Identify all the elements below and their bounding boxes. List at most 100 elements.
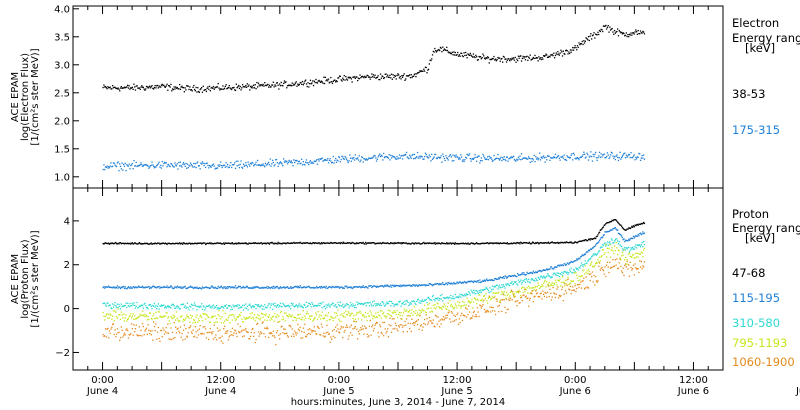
data-point (561, 276, 564, 278)
data-point (624, 247, 626, 249)
data-point (227, 305, 230, 307)
data-point (230, 88, 232, 90)
data-point (606, 28, 608, 30)
data-point (285, 332, 287, 335)
data-point (418, 328, 420, 330)
data-point (299, 82, 301, 84)
data-point (182, 339, 184, 341)
data-point (121, 305, 123, 308)
data-point (416, 284, 418, 286)
data-point (630, 227, 632, 229)
data-point (208, 242, 211, 244)
data-point (480, 299, 482, 302)
data-point (239, 242, 241, 245)
data-point (513, 295, 515, 297)
data-point (215, 334, 217, 336)
data-point (211, 333, 213, 335)
data-point (140, 162, 142, 164)
data-point (517, 242, 520, 244)
data-point (205, 243, 207, 246)
data-point (523, 157, 525, 159)
data-point (219, 318, 222, 320)
data-point (633, 154, 635, 156)
data-point (612, 259, 614, 261)
data-point (346, 287, 349, 289)
data-point (464, 293, 466, 295)
data-point (167, 85, 170, 87)
data-point (487, 288, 489, 290)
data-point (233, 306, 235, 308)
data-point (148, 167, 150, 169)
data-point (220, 88, 222, 90)
data-point (468, 280, 471, 283)
data-point (430, 320, 432, 322)
data-point (250, 87, 252, 89)
data-point (464, 315, 466, 317)
data-point (265, 313, 267, 315)
data-point (317, 158, 319, 160)
data-point (598, 231, 601, 233)
data-point (283, 328, 285, 330)
data-point (110, 286, 112, 288)
data-point (417, 314, 419, 316)
data-point (374, 316, 376, 319)
data-point (140, 314, 142, 317)
data-point (621, 255, 623, 257)
data-point (341, 313, 343, 315)
data-point (303, 286, 305, 288)
data-point (342, 326, 345, 328)
data-point (345, 286, 347, 288)
data-point (274, 302, 276, 304)
data-point (329, 158, 331, 160)
data-point (353, 286, 356, 288)
data-point (472, 281, 475, 284)
data-point (522, 55, 524, 58)
data-point (533, 272, 535, 274)
data-point (300, 162, 302, 164)
data-point (403, 303, 405, 306)
data-point (416, 314, 418, 317)
data-point (282, 165, 284, 167)
data-point (182, 303, 185, 305)
data-point (115, 87, 117, 89)
data-point (253, 335, 255, 337)
data-point (373, 327, 375, 330)
data-point (242, 242, 244, 245)
data-point (127, 337, 130, 339)
data-point (449, 282, 451, 284)
data-point (131, 287, 133, 289)
data-point (498, 301, 501, 303)
data-point (526, 158, 528, 160)
data-point (401, 242, 403, 244)
data-point (575, 267, 577, 269)
data-point (335, 306, 338, 308)
data-point (292, 303, 294, 305)
data-point (492, 288, 494, 290)
data-point (205, 166, 207, 169)
data-point (608, 230, 610, 233)
data-point (477, 299, 479, 301)
data-point (542, 242, 544, 244)
data-point (245, 242, 247, 244)
data-point (102, 286, 104, 289)
data-point (427, 242, 429, 244)
data-point (471, 317, 473, 319)
data-point (150, 317, 152, 320)
data-point (423, 68, 425, 70)
data-point (512, 291, 514, 293)
data-point (551, 268, 553, 270)
data-point (487, 309, 489, 312)
data-point (476, 291, 479, 293)
data-point (191, 286, 193, 288)
data-point (635, 225, 637, 227)
data-point (367, 287, 369, 289)
data-point (498, 304, 501, 307)
data-point (468, 154, 470, 156)
data-point (535, 57, 538, 59)
data-point (641, 241, 643, 244)
data-point (547, 274, 549, 276)
data-point (372, 156, 375, 158)
data-point (563, 52, 565, 55)
data-point (213, 88, 215, 90)
data-point (227, 87, 229, 89)
